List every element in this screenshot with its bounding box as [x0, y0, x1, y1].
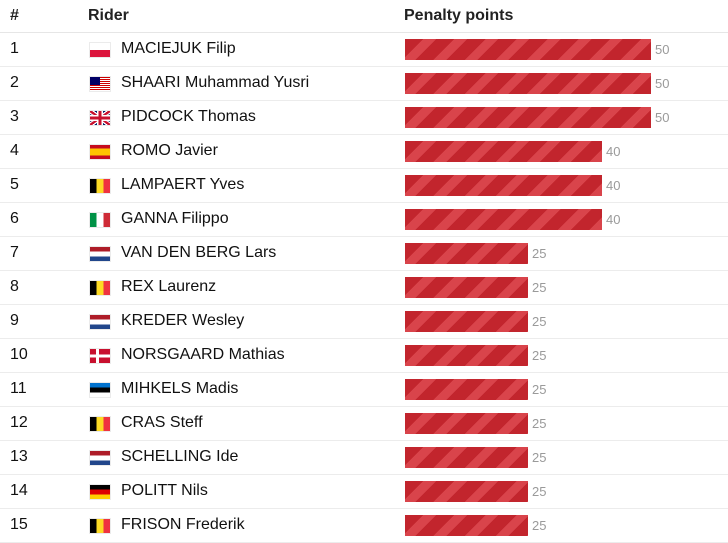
- rider-name-link[interactable]: KREDER Wesley: [121, 312, 245, 329]
- rider-name-link[interactable]: SCHELLING Ide: [121, 448, 239, 465]
- penalty-points-value: 40: [606, 144, 621, 159]
- table-row: 3 PIDCOCK Thomas 50: [0, 101, 728, 135]
- penalty-points-value: 50: [655, 76, 670, 91]
- es-flag-icon: [90, 145, 110, 159]
- rank-cell: 12: [10, 414, 28, 431]
- table-row: 5 LAMPAERT Yves 40: [0, 169, 728, 203]
- gb-flag-icon: [90, 111, 110, 125]
- rank-cell: 8: [10, 278, 19, 295]
- rank-cell: 11: [10, 380, 27, 397]
- penalty-points-value: 50: [655, 110, 670, 125]
- be-flag-icon: [90, 281, 110, 295]
- rank-cell: 13: [10, 448, 28, 465]
- rank-cell: 4: [10, 142, 19, 159]
- penalty-points-bar: [405, 243, 528, 264]
- rider-name-link[interactable]: GANNA Filippo: [121, 210, 229, 227]
- rider-name-link[interactable]: PIDCOCK Thomas: [121, 108, 256, 125]
- table-row: 14 POLITT Nils 25: [0, 475, 728, 509]
- table-header: # Rider Penalty points: [0, 0, 728, 33]
- pl-flag-icon: [90, 43, 110, 57]
- penalty-points-bar: [405, 73, 651, 94]
- rank-cell: 1: [10, 40, 19, 57]
- rank-cell: 10: [10, 346, 28, 363]
- table-row: 2 SHAARI Muhammad Yusri 50: [0, 67, 728, 101]
- table-row: 13 SCHELLING Ide 25: [0, 441, 728, 475]
- penalty-points-value: 25: [532, 280, 547, 295]
- rider-name-link[interactable]: POLITT Nils: [121, 482, 208, 499]
- rider-name-link[interactable]: NORSGAARD Mathias: [121, 346, 285, 363]
- rank-cell: 6: [10, 210, 19, 227]
- my-flag-icon: [90, 77, 110, 91]
- be-flag-icon: [90, 417, 110, 431]
- rider-name-link[interactable]: LAMPAERT Yves: [121, 176, 245, 193]
- penalty-points-bar: [405, 175, 602, 196]
- penalty-points-value: 25: [532, 246, 547, 261]
- penalty-points-bar: [405, 277, 528, 298]
- penalty-points-bar: [405, 413, 528, 434]
- rank-cell: 2: [10, 74, 19, 91]
- rider-name-link[interactable]: MACIEJUK Filip: [121, 40, 236, 57]
- rank-cell: 7: [10, 244, 19, 261]
- penalty-points-bar: [405, 39, 651, 60]
- table-row: 8 REX Laurenz 25: [0, 271, 728, 305]
- penalty-points-bar: [405, 345, 528, 366]
- rider-name-link[interactable]: FRISON Frederik: [121, 516, 245, 533]
- rider-name-link[interactable]: MIHKELS Madis: [121, 380, 239, 397]
- points-column-header: Penalty points: [404, 7, 514, 24]
- penalty-points-bar: [405, 141, 602, 162]
- rank-cell: 5: [10, 176, 19, 193]
- rider-column-header: Rider: [88, 7, 129, 24]
- penalty-points-bar: [405, 481, 528, 502]
- table-row: 9 KREDER Wesley 25: [0, 305, 728, 339]
- rider-name-link[interactable]: SHAARI Muhammad Yusri: [121, 74, 310, 91]
- be-flag-icon: [90, 519, 110, 533]
- penalty-points-bar: [405, 379, 528, 400]
- table-row: 11 MIHKELS Madis 25: [0, 373, 728, 407]
- dk-flag-icon: [90, 349, 110, 363]
- penalty-points-value: 25: [532, 348, 547, 363]
- penalty-points-value: 25: [532, 484, 547, 499]
- penalty-points-value: 25: [532, 314, 547, 329]
- rider-name-link[interactable]: CRAS Steff: [121, 414, 203, 431]
- table-row: 4 ROMO Javier 40: [0, 135, 728, 169]
- it-flag-icon: [90, 213, 110, 227]
- penalty-points-value: 25: [532, 416, 547, 431]
- penalty-points-bar: [405, 447, 528, 468]
- rider-name-link[interactable]: ROMO Javier: [121, 142, 218, 159]
- penalty-points-value: 50: [655, 42, 670, 57]
- rank-cell: 9: [10, 312, 19, 329]
- rank-cell: 14: [10, 482, 28, 499]
- table-body: 1 MACIEJUK Filip 50 2 SHAARI Muhammad Yusri 5…: [0, 33, 728, 543]
- penalty-points-value: 25: [532, 450, 547, 465]
- de-flag-icon: [90, 485, 110, 499]
- penalty-points-bar: [405, 107, 651, 128]
- penalty-points-bar: [405, 311, 528, 332]
- penalty-points-bar: [405, 515, 528, 536]
- ee-flag-icon: [90, 383, 110, 397]
- penalty-points-bar: [405, 209, 602, 230]
- table-row: 1 MACIEJUK Filip 50: [0, 33, 728, 67]
- table-row: 6 GANNA Filippo 40: [0, 203, 728, 237]
- penalty-points-value: 25: [532, 518, 547, 533]
- rider-name-link[interactable]: REX Laurenz: [121, 278, 217, 295]
- be-flag-icon: [90, 179, 110, 193]
- rank-cell: 3: [10, 108, 19, 125]
- penalty-points-value: 25: [532, 382, 547, 397]
- table-row: 12 CRAS Steff 25: [0, 407, 728, 441]
- nl-flag-icon: [90, 451, 110, 465]
- table-row: 7 VAN DEN BERG Lars 25: [0, 237, 728, 271]
- penalty-points-value: 40: [606, 178, 621, 193]
- rank-column-header: #: [10, 7, 19, 24]
- rank-cell: 15: [10, 516, 28, 533]
- nl-flag-icon: [90, 247, 110, 261]
- penalty-points-value: 40: [606, 212, 621, 227]
- rider-name-link[interactable]: VAN DEN BERG Lars: [121, 244, 277, 261]
- nl-flag-icon: [90, 315, 110, 329]
- table-row: 10 NORSGAARD Mathias 25: [0, 339, 728, 373]
